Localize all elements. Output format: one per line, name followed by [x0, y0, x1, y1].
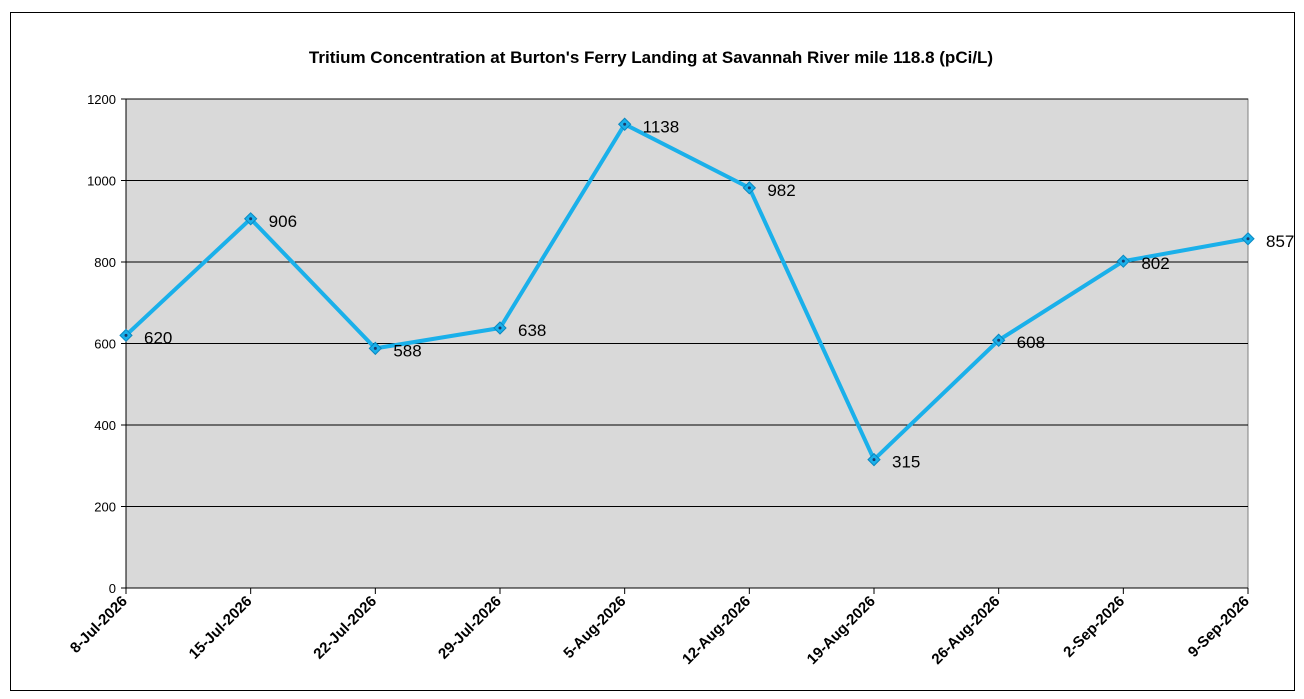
data-label: 638: [518, 321, 546, 340]
chart-title: Tritium Concentration at Burton's Ferry …: [309, 48, 993, 67]
data-point-center: [1246, 237, 1250, 241]
series-tritium: [119, 117, 1255, 467]
data-label: 608: [1017, 333, 1045, 352]
data-label: 588: [393, 341, 421, 360]
y-axis-ticks: 0 200 400 600 800 1000 1200: [87, 92, 126, 596]
series-line: [124, 121, 1249, 464]
y-tick-label: 1200: [87, 92, 116, 107]
x-tick-label: 15-Jul-2026: [186, 593, 256, 663]
data-label: 982: [767, 181, 795, 200]
x-tick-label: 22-Jul-2026: [310, 593, 380, 663]
data-point-center: [498, 326, 502, 330]
x-tick-label: 12-Aug-2026: [679, 593, 754, 668]
data-label: 315: [892, 453, 920, 472]
y-tick-label: 200: [94, 500, 116, 515]
data-point-center: [623, 122, 627, 126]
x-axis-ticks: 8-Jul-2026 15-Jul-2026 22-Jul-2026 29-Jul-2…: [67, 588, 1253, 668]
x-tick-label: 8-Jul-2026: [67, 593, 131, 657]
gridlines: [126, 98, 1248, 507]
data-point-center: [124, 333, 128, 337]
y-tick-label: 0: [109, 581, 116, 596]
data-point-center: [249, 217, 253, 221]
data-point-center: [747, 186, 751, 190]
data-label: 857: [1266, 232, 1294, 251]
x-tick-label: 26-Aug-2026: [928, 593, 1003, 668]
x-tick-label: 9-Sep-2026: [1185, 593, 1253, 661]
data-point-center: [1121, 259, 1125, 263]
x-tick-label: 5-Aug-2026: [560, 593, 629, 662]
data-label: 620: [144, 328, 172, 347]
data-point-center: [872, 458, 876, 462]
x-tick-label: 19-Aug-2026: [804, 593, 879, 668]
data-label: 802: [1141, 254, 1169, 273]
y-tick-label: 400: [94, 418, 116, 433]
data-point-center: [997, 338, 1001, 342]
data-point-center: [373, 346, 377, 350]
data-label: 906: [269, 212, 297, 231]
y-tick-label: 800: [94, 255, 116, 270]
y-tick-label: 600: [94, 337, 116, 352]
x-tick-label: 29-Jul-2026: [435, 593, 505, 663]
data-label: 1138: [643, 117, 680, 136]
y-tick-label: 1000: [87, 174, 116, 189]
data-labels: 620 906 588 638 1138 982 315 608 802 857: [144, 117, 1294, 471]
x-tick-label: 2-Sep-2026: [1060, 593, 1128, 661]
